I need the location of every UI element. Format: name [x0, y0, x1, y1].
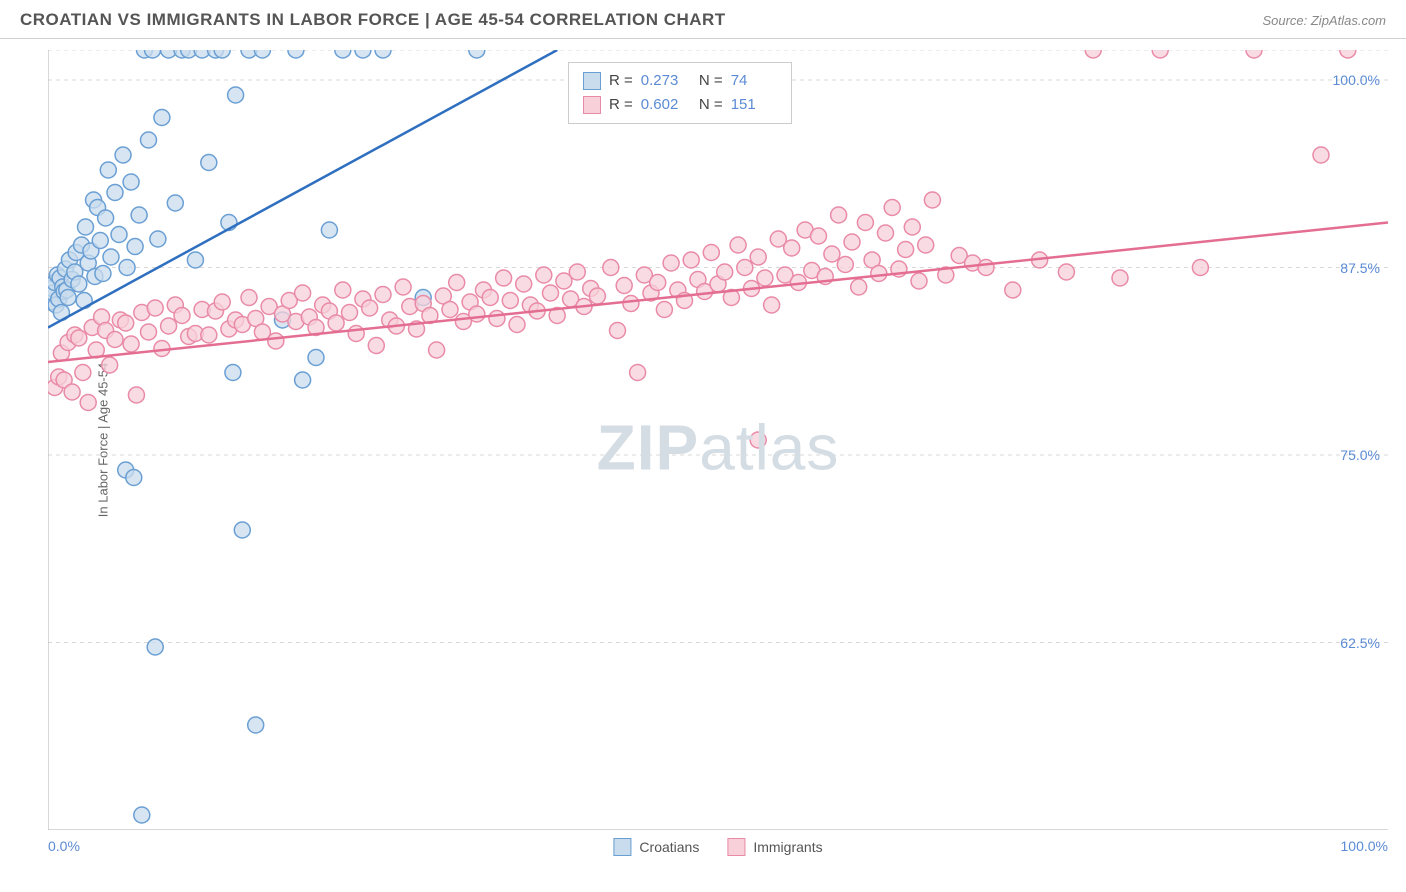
- chart-title: CROATIAN VS IMMIGRANTS IN LABOR FORCE | …: [20, 10, 726, 30]
- stats-row-croatians: R = 0.273 N = 74: [583, 69, 777, 93]
- stats-r-label: R =: [609, 93, 633, 117]
- stats-r-value: 0.273: [641, 69, 687, 93]
- legend-item-croatians: Croatians: [613, 838, 699, 856]
- legend-swatch-icon: [613, 838, 631, 856]
- stats-n-value: 74: [731, 69, 777, 93]
- stats-n-label: N =: [695, 69, 723, 93]
- legend-item-immigrants: Immigrants: [727, 838, 822, 856]
- stats-row-immigrants: R = 0.602 N = 151: [583, 93, 777, 117]
- legend: Croatians Immigrants: [613, 838, 822, 856]
- stats-n-value: 151: [731, 93, 777, 117]
- stats-box: R = 0.273 N = 74 R = 0.602 N = 151: [568, 62, 792, 124]
- chart-source: Source: ZipAtlas.com: [1262, 13, 1386, 28]
- legend-label: Croatians: [639, 839, 699, 855]
- stats-swatch-icon: [583, 72, 601, 90]
- chart-area: In Labor Force | Age 45-54 ZIPatlas R =0…: [48, 50, 1388, 830]
- y-tick-label: 100.0%: [1333, 72, 1380, 88]
- x-tick-label: 0.0%: [48, 838, 80, 854]
- y-tick-label: 62.5%: [1340, 635, 1380, 651]
- x-tick-label: 100.0%: [1341, 838, 1388, 854]
- chart-header: CROATIAN VS IMMIGRANTS IN LABOR FORCE | …: [0, 0, 1406, 39]
- legend-label: Immigrants: [753, 839, 822, 855]
- scatter-plot: [48, 50, 1388, 830]
- stats-swatch-icon: [583, 96, 601, 114]
- stats-r-value: 0.602: [641, 93, 687, 117]
- legend-swatch-icon: [727, 838, 745, 856]
- y-tick-label: 87.5%: [1340, 260, 1380, 276]
- stats-r-label: R =: [609, 69, 633, 93]
- y-tick-label: 75.0%: [1340, 447, 1380, 463]
- stats-n-label: N =: [695, 93, 723, 117]
